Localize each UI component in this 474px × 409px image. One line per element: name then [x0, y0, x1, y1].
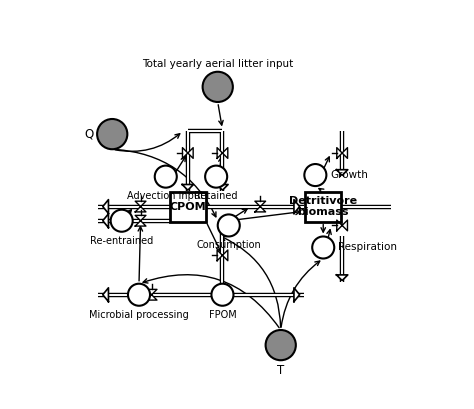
- Text: Detritivore
biomass: Detritivore biomass: [289, 196, 357, 217]
- Text: FPOM: FPOM: [209, 310, 237, 319]
- Text: Total yearly aerial litter input: Total yearly aerial litter input: [142, 58, 293, 69]
- Bar: [305, 191, 341, 222]
- Text: Microbial processing: Microbial processing: [89, 310, 189, 319]
- Polygon shape: [294, 288, 300, 302]
- Text: Re-entrained: Re-entrained: [90, 236, 153, 245]
- Polygon shape: [217, 287, 228, 293]
- Circle shape: [265, 330, 296, 360]
- Polygon shape: [217, 184, 228, 190]
- Text: Advection input: Advection input: [127, 191, 204, 201]
- Circle shape: [312, 236, 334, 258]
- Circle shape: [205, 166, 227, 188]
- Polygon shape: [337, 275, 348, 281]
- Circle shape: [97, 119, 128, 149]
- Polygon shape: [217, 290, 228, 300]
- Polygon shape: [255, 201, 265, 212]
- Circle shape: [211, 284, 234, 306]
- Circle shape: [304, 164, 327, 186]
- Polygon shape: [146, 290, 157, 300]
- Text: Q: Q: [85, 128, 94, 141]
- Circle shape: [202, 72, 233, 102]
- Polygon shape: [135, 201, 146, 212]
- Polygon shape: [337, 170, 348, 175]
- Polygon shape: [103, 288, 109, 302]
- Circle shape: [110, 210, 133, 232]
- Text: Consumption: Consumption: [196, 240, 261, 250]
- Polygon shape: [294, 200, 300, 213]
- Polygon shape: [182, 184, 193, 190]
- Polygon shape: [135, 216, 146, 226]
- Polygon shape: [217, 148, 228, 158]
- Text: Growth: Growth: [330, 170, 368, 180]
- Circle shape: [128, 284, 150, 306]
- Text: Retained: Retained: [194, 191, 238, 201]
- Bar: [170, 191, 206, 222]
- Polygon shape: [182, 148, 193, 158]
- Polygon shape: [337, 148, 347, 158]
- Text: CPOM: CPOM: [170, 202, 206, 211]
- Circle shape: [155, 166, 177, 188]
- Circle shape: [218, 214, 240, 236]
- Polygon shape: [337, 220, 347, 231]
- Text: T: T: [277, 364, 284, 377]
- Polygon shape: [217, 250, 228, 261]
- Polygon shape: [103, 200, 109, 213]
- Polygon shape: [103, 214, 109, 228]
- Text: Respiration: Respiration: [338, 243, 397, 252]
